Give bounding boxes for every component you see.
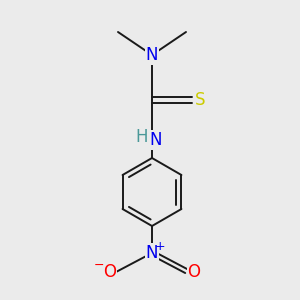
Text: N: N (150, 131, 162, 149)
Text: +: + (155, 239, 165, 253)
Text: N: N (146, 46, 158, 64)
Text: O: O (188, 263, 200, 281)
Text: −: − (94, 259, 104, 272)
Text: N: N (146, 244, 158, 262)
Text: O: O (103, 263, 116, 281)
Text: H: H (136, 128, 148, 146)
Text: S: S (195, 91, 205, 109)
